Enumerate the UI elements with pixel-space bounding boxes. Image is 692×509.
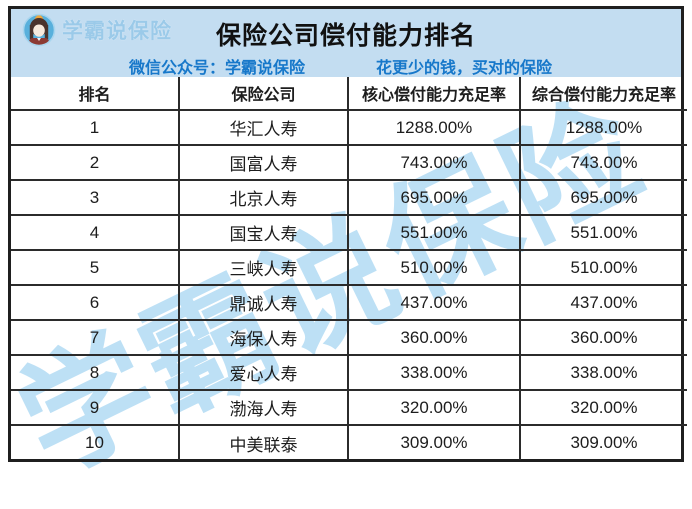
column-header: 核心偿付能力充足率 (347, 77, 521, 111)
column-header: 排名 (11, 77, 180, 111)
company-cell: 国宝人寿 (178, 214, 349, 251)
rank-cell: 4 (11, 214, 180, 251)
comprehensive-ratio-cell: 320.00% (519, 389, 687, 426)
comprehensive-ratio-cell: 1288.00% (519, 109, 687, 146)
company-cell: 中美联泰 (178, 424, 349, 460)
header-top-row: 学霸说保险 保险公司偿付能力排名 (11, 9, 681, 53)
company-cell: 海保人寿 (178, 319, 349, 356)
brand-logo: 学霸说保险 (21, 12, 172, 48)
core-ratio-cell: 309.00% (347, 424, 521, 460)
rank-cell: 8 (11, 354, 180, 391)
column-header: 保险公司 (178, 77, 349, 111)
comprehensive-ratio-cell: 360.00% (519, 319, 687, 356)
brand-avatar-icon (22, 13, 56, 47)
header-band: 学霸说保险 保险公司偿付能力排名 微信公众号：学霸说保险 花更少的钱，买对的保险 (11, 9, 681, 77)
table-row: 7 海保人寿 360.00% 360.00% (11, 319, 687, 356)
header-subtitle-row: 微信公众号：学霸说保险 花更少的钱，买对的保险 (11, 53, 681, 77)
core-ratio-cell: 338.00% (347, 354, 521, 391)
company-cell: 渤海人寿 (178, 389, 349, 426)
brand-logo-text: 学霸说保险 (62, 20, 172, 43)
core-ratio-cell: 437.00% (347, 284, 521, 321)
core-ratio-cell: 551.00% (347, 214, 521, 251)
company-cell: 三峡人寿 (178, 249, 349, 286)
comprehensive-ratio-cell: 551.00% (519, 214, 687, 251)
rank-cell: 1 (11, 109, 180, 146)
table-row: 4 国宝人寿 551.00% 551.00% (11, 214, 687, 251)
core-ratio-cell: 510.00% (347, 249, 521, 286)
table-row: 3 北京人寿 695.00% 695.00% (11, 179, 687, 216)
comprehensive-ratio-cell: 510.00% (519, 249, 687, 286)
table-row: 6 鼎诚人寿 437.00% 437.00% (11, 284, 687, 321)
rank-cell: 6 (11, 284, 180, 321)
company-cell: 爱心人寿 (178, 354, 349, 391)
company-cell: 北京人寿 (178, 179, 349, 216)
comprehensive-ratio-cell: 437.00% (519, 284, 687, 321)
rank-cell: 10 (11, 424, 180, 460)
company-cell: 鼎诚人寿 (178, 284, 349, 321)
core-ratio-cell: 1288.00% (347, 109, 521, 146)
slogan-text: 花更少的钱，买对的保险 (376, 60, 553, 77)
company-cell: 华汇人寿 (178, 109, 349, 146)
comprehensive-ratio-cell: 338.00% (519, 354, 687, 391)
comprehensive-ratio-cell: 309.00% (519, 424, 687, 460)
rank-cell: 5 (11, 249, 180, 286)
ranking-table: 排名 保险公司 核心偿付能力充足率 综合偿付能力充足率 1 华汇人寿 1288.00% 12… (11, 77, 687, 460)
table-row: 8 爱心人寿 338.00% 338.00% (11, 354, 687, 391)
core-ratio-cell: 743.00% (347, 144, 521, 181)
core-ratio-cell: 695.00% (347, 179, 521, 216)
company-cell: 国富人寿 (178, 144, 349, 181)
table-row: 1 华汇人寿 1288.00% 1288.00% (11, 109, 687, 146)
column-header: 综合偿付能力充足率 (519, 77, 687, 111)
core-ratio-cell: 360.00% (347, 319, 521, 356)
comprehensive-ratio-cell: 695.00% (519, 179, 687, 216)
rank-cell: 2 (11, 144, 180, 181)
rank-cell: 9 (11, 389, 180, 426)
comprehensive-ratio-cell: 743.00% (519, 144, 687, 181)
page-title: 保险公司偿付能力排名 (215, 22, 476, 50)
table-header-row: 排名 保险公司 核心偿付能力充足率 综合偿付能力充足率 (11, 77, 687, 111)
wechat-account-label: 微信公众号：学霸说保险 (129, 60, 306, 77)
rank-cell: 7 (11, 319, 180, 356)
table-row: 10 中美联泰 309.00% 309.00% (11, 424, 687, 460)
table-row: 2 国富人寿 743.00% 743.00% (11, 144, 687, 181)
infographic-sheet: 学霸说保险 保险公司偿付能力排名 微信公众号：学霸说保险 花更少的钱，买对的保险… (8, 6, 687, 462)
table-row: 9 渤海人寿 320.00% 320.00% (11, 389, 687, 426)
table-row: 5 三峡人寿 510.00% 510.00% (11, 249, 687, 286)
rank-cell: 3 (11, 179, 180, 216)
core-ratio-cell: 320.00% (347, 389, 521, 426)
